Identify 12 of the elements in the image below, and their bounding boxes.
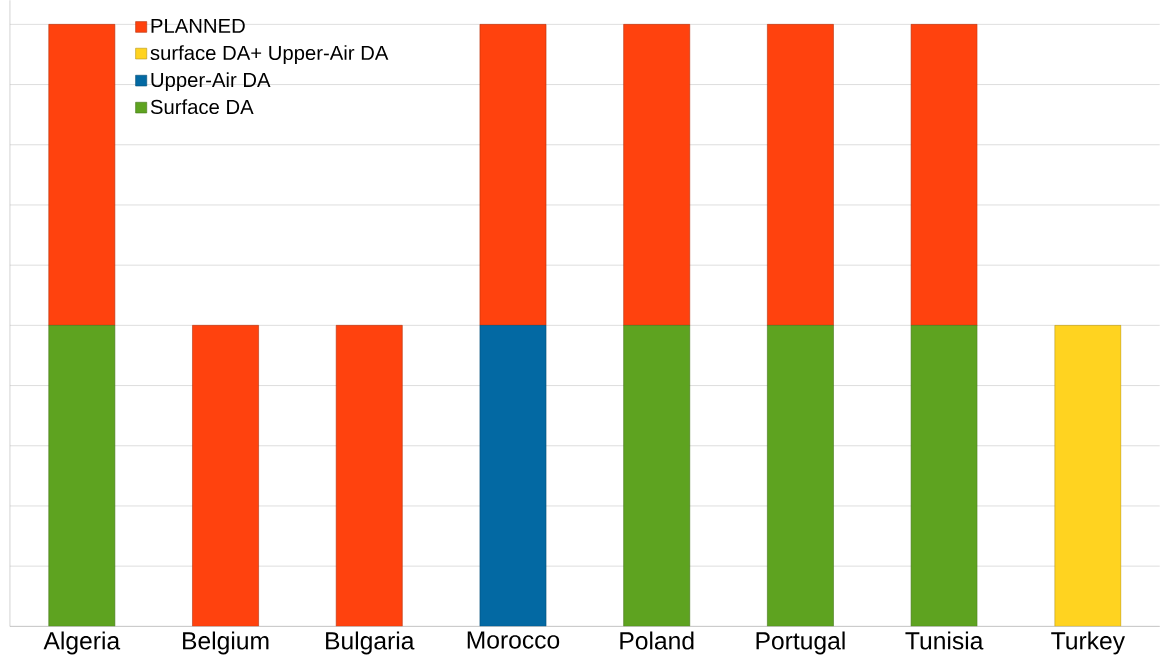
legend-label: Upper-Air DA (151, 72, 271, 91)
x-tick-label: Morocco (467, 631, 560, 649)
legend-label: surface DA+ Upper-Air DA (150, 45, 389, 64)
x-tick-label: Portugal (756, 631, 845, 655)
x-tick-label: Tunisia (905, 631, 984, 650)
x-tick-label: Turkey (1051, 631, 1126, 655)
x-tick-label: Poland (620, 631, 694, 650)
legend-label: Surface DA (150, 99, 254, 114)
x-tick-label: Algeria (43, 631, 121, 655)
x-tick-label: Belgium (183, 631, 269, 655)
x-tick-label: Bulgaria (326, 631, 415, 655)
legend-label: PLANNED (151, 18, 245, 33)
